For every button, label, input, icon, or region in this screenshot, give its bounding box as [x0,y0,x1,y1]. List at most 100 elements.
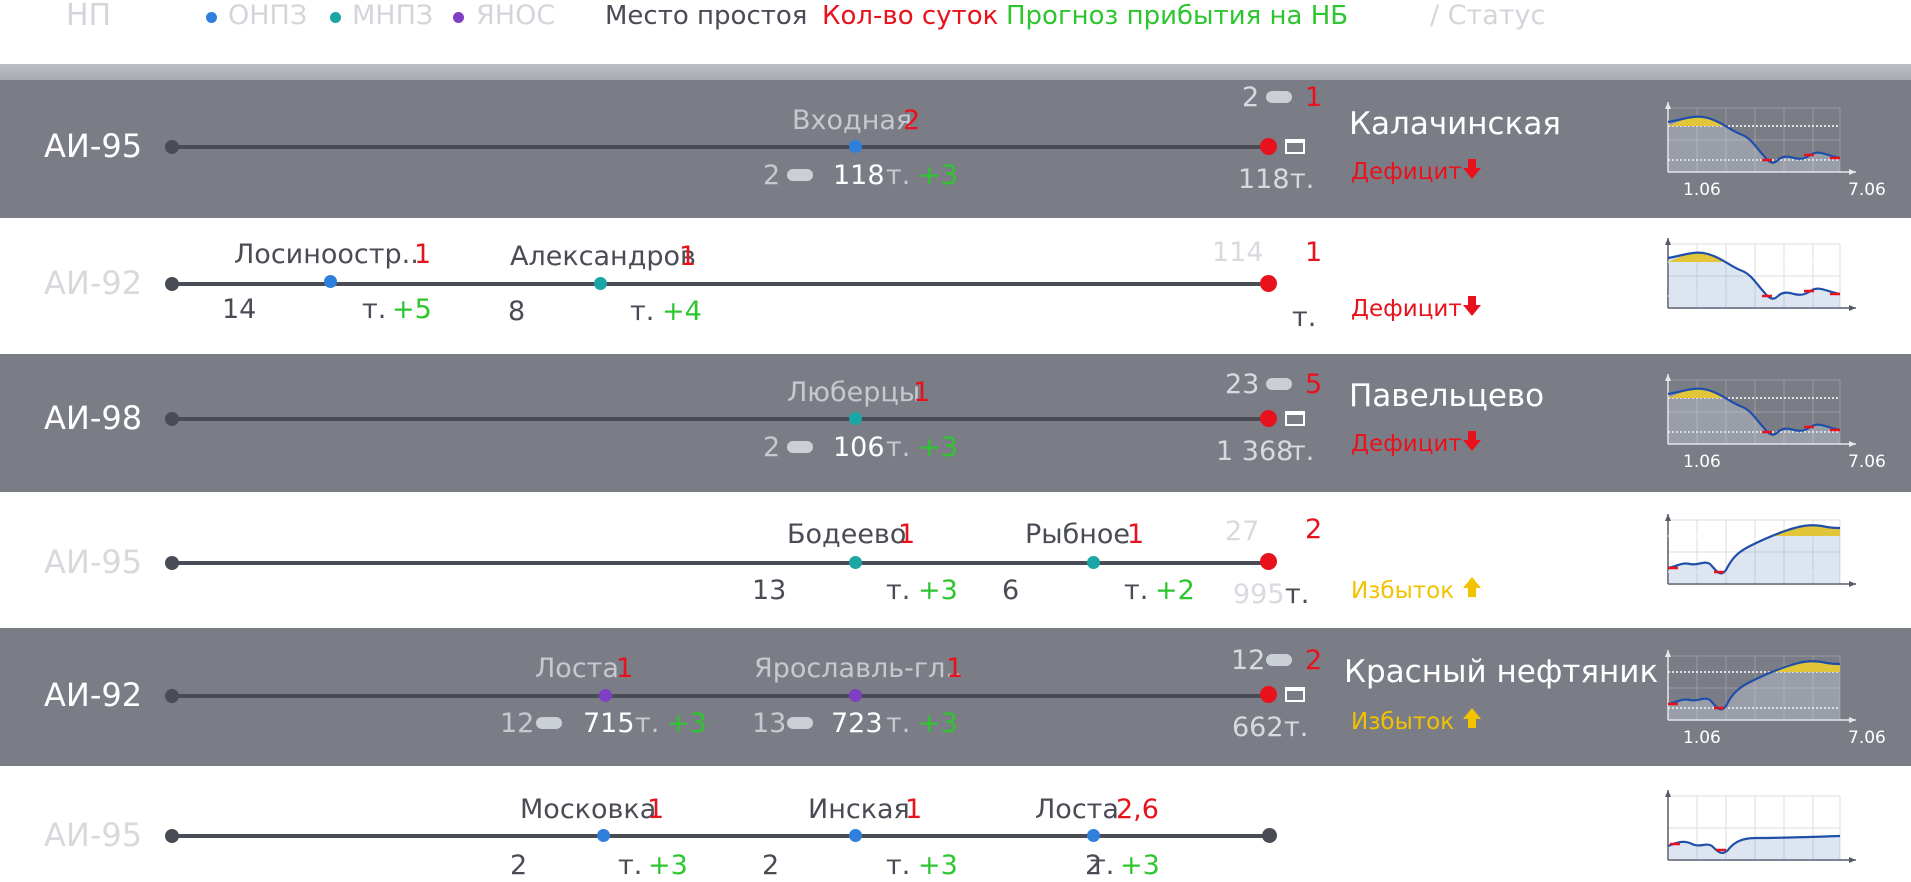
column-header-np: НП [66,0,112,33]
forecast-chart[interactable] [1660,100,1870,180]
forecast-chart[interactable] [1660,372,1870,452]
tank-count: 2 [510,850,528,881]
tank-count: 2 [763,432,781,463]
end-days: 1 [1305,82,1323,113]
arrival-forecast: +3 [918,432,958,463]
end-tons-unit: т. [1290,436,1315,467]
stop-dot[interactable] [597,829,610,842]
station-name: Красный нефтяник [1344,654,1659,690]
route-start-dot [165,829,179,843]
stop-dot[interactable] [849,412,862,425]
tons-unit: т. [1090,850,1115,881]
route-start-dot [165,556,179,570]
tank-count: 8 [508,296,526,327]
tank-car-icon [787,169,813,181]
tons-unit: т. [630,296,655,327]
stop-name: Лоста [1035,794,1119,825]
route-row[interactable]: АИ-98 Люберцы 1 2 106 т. +3 23 5 1 368 т… [0,354,1911,492]
stop-dot[interactable] [594,277,607,290]
fuel-label: АИ-92 [44,264,143,302]
tons-value: 723 [831,708,883,739]
status-label: Дефицит [1351,431,1462,457]
stop-dot[interactable] [849,556,862,569]
stop-days: 2 [903,105,921,136]
end-tons-value: 662 [1232,712,1284,743]
tons-unit: т. [886,575,911,606]
stop-dot[interactable] [849,140,862,153]
yanos-legend-label: ЯНОС [476,0,556,31]
stop-days: 1 [913,377,931,408]
tons-unit: т. [886,850,911,881]
status-column-header: / Статус [1430,0,1546,31]
tons-value: 106 [833,432,885,463]
stop-dot[interactable] [599,689,612,702]
stop-days: 2,6 [1116,794,1159,825]
storage-tank-icon [1283,684,1307,704]
endpoint-dot[interactable] [1260,553,1277,570]
chart-date-start: 1.06 [1683,728,1721,748]
mnpz-legend-label: МНПЗ [352,0,434,31]
end-days: 2 [1305,645,1323,676]
chart-date-start: 1.06 [1683,452,1721,472]
route-row[interactable]: АИ-92 Лоста 1 12 715 т. +3 Ярославль-гл.… [0,628,1911,766]
stop-name: Бодеево [787,519,907,550]
route-track [172,282,1269,286]
header-separator [0,64,1911,80]
route-row[interactable]: АИ-92 Лосиноостр... 1 14 т. +5 Александр… [0,218,1911,356]
stop-dot[interactable] [849,689,862,702]
route-end-dot[interactable] [1262,828,1277,843]
end-tank-count: 27 [1225,516,1260,547]
arrow-down-icon [1463,296,1481,316]
fuel-label: АИ-95 [44,543,143,581]
tank-car-icon [1266,378,1292,390]
endpoint-dot[interactable] [1260,138,1277,155]
forecast-chart[interactable] [1660,236,1870,316]
stop-dot[interactable] [1087,556,1100,569]
route-start-dot [165,689,179,703]
tons-unit: т. [886,432,911,463]
stop-dot[interactable] [1087,829,1100,842]
end-tons-unit: т. [1285,579,1310,610]
route-row[interactable]: АИ-95 Бодеево 1 13 т. +3 Рыбное 1 6 т. +… [0,492,1911,630]
forecast-legend-label: Прогноз прибытия на НБ [1006,1,1349,31]
tank-car-icon [536,717,562,729]
tons-value: 715 [583,708,635,739]
stop-name: Ярославль-гл.. [754,653,963,684]
mnpz-legend-dot [330,12,341,23]
tons-unit: т. [1124,575,1149,606]
status-label: Дефицит [1351,159,1462,185]
endpoint-dot[interactable] [1260,686,1277,703]
stop-dot[interactable] [849,829,862,842]
arrival-forecast: +5 [392,294,432,325]
forecast-chart[interactable] [1660,648,1870,728]
forecast-chart[interactable] [1660,788,1870,868]
end-tons-unit: т. [1284,712,1309,743]
stop-dot[interactable] [324,275,337,288]
end-tons-unit: т. [1290,164,1315,195]
endpoint-dot[interactable] [1260,410,1277,427]
arrival-forecast: +4 [662,296,702,327]
tank-count: 2 [763,160,781,191]
stop-days: 1 [647,794,665,825]
forecast-chart[interactable] [1660,512,1870,592]
stop-name: Инская [808,794,910,825]
end-tons-value: 1 368 [1216,436,1294,467]
status-label: Избыток [1351,578,1455,604]
chart-date-end: 7.06 [1848,180,1886,200]
tank-count: 13 [752,575,787,606]
days-legend-label: Кол-во суток [822,1,999,31]
route-track [172,694,1269,698]
route-track [172,417,1269,421]
route-row[interactable]: АИ-95 Входная 2 2 118 т. +3 2 1 118 т. К… [0,80,1911,218]
route-start-dot [165,140,179,154]
chart-date-end: 7.06 [1848,452,1886,472]
endpoint-dot[interactable] [1260,275,1277,292]
tank-car-icon [1266,91,1292,103]
route-row[interactable]: АИ-95 Московка 1 2 т. +3 Инская 1 2 т. +… [0,766,1911,881]
stop-name: Лоста [535,653,619,684]
arrow-up-icon [1463,708,1481,728]
status-label: Дефицит [1351,296,1462,322]
status-label: Избыток [1351,709,1455,735]
tank-count: 6 [1002,575,1020,606]
tons-unit: т. [362,294,387,325]
